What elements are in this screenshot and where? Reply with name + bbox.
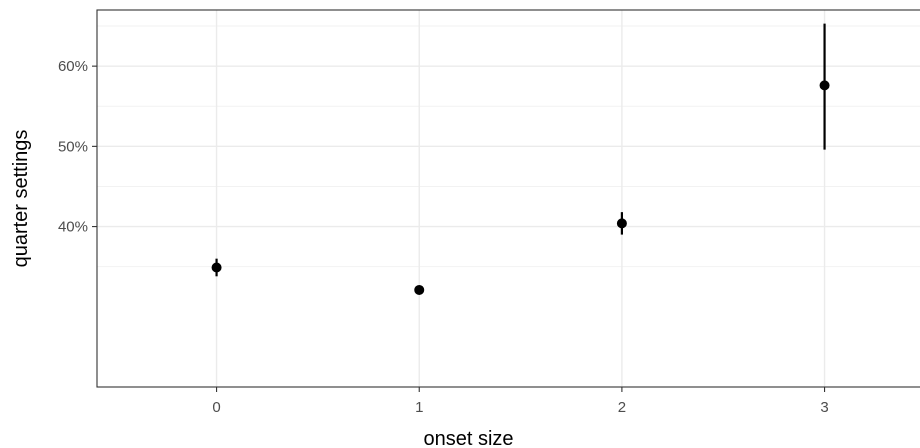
data-point [819, 80, 830, 91]
y-tick-label: 50% [58, 138, 88, 155]
grid-minor [97, 25, 920, 268]
x-tick-label: 3 [820, 399, 828, 416]
y-tick-label: 40% [58, 219, 88, 236]
x-tick-label: 0 [212, 399, 220, 416]
x-tick-label: 1 [415, 399, 423, 416]
y-tick-label: 60% [58, 58, 88, 75]
grid-major [97, 10, 920, 387]
data-point [616, 218, 627, 229]
data-point [211, 262, 222, 273]
data-marks [211, 23, 830, 295]
axes: 40% 50% 60% 0 1 2 3 [58, 58, 829, 416]
x-axis-title: onset size [423, 428, 513, 448]
x-tick-label: 2 [618, 399, 626, 416]
data-point [414, 284, 425, 295]
panel-border [96, 9, 920, 388]
y-axis-title: quarter settings [10, 130, 32, 268]
